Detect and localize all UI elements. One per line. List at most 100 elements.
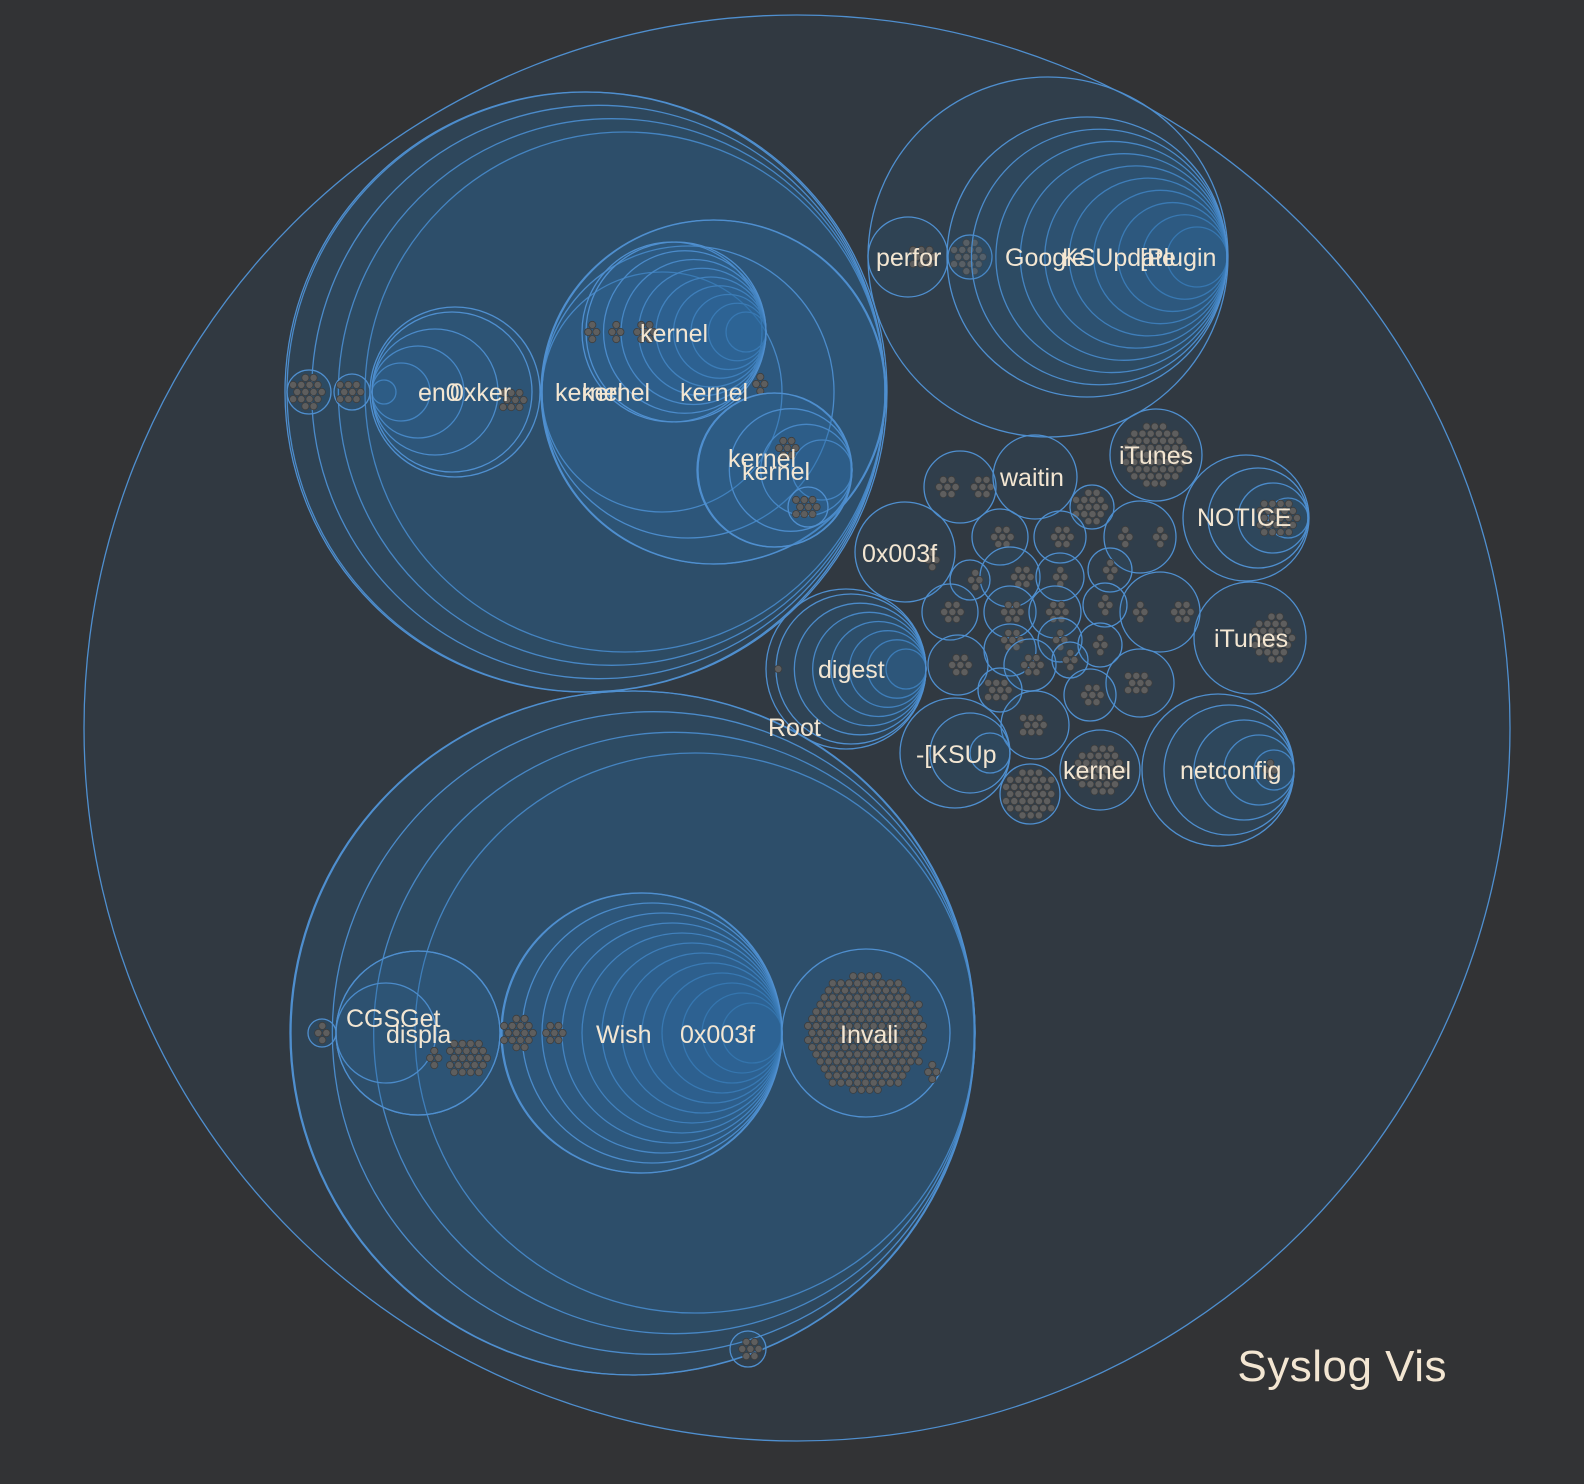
leaf-node[interactable]	[512, 1014, 521, 1023]
leaf-node[interactable]	[947, 490, 956, 499]
leaf-node[interactable]	[902, 1050, 911, 1059]
leaf-node[interactable]	[348, 387, 357, 396]
leaf-node[interactable]	[924, 556, 933, 565]
leaf-node[interactable]	[1018, 782, 1027, 791]
leaf-node[interactable]	[336, 380, 345, 389]
leaf-node[interactable]	[918, 1036, 927, 1045]
leaf-node[interactable]	[865, 1071, 874, 1080]
leaf-node[interactable]	[1066, 533, 1075, 542]
leaf-node[interactable]	[1000, 636, 1009, 645]
leaf-node[interactable]	[869, 979, 878, 988]
leaf-node[interactable]	[857, 1029, 866, 1038]
group-notice[interactable]	[1182, 454, 1310, 582]
leaf-node[interactable]	[886, 1007, 895, 1016]
leaf-node[interactable]	[1121, 525, 1130, 534]
leaf-node[interactable]	[1096, 691, 1105, 700]
leaf-node[interactable]	[894, 1007, 903, 1016]
leaf-node[interactable]	[1086, 766, 1095, 775]
leaf-node[interactable]	[1124, 671, 1133, 680]
leaf-node[interactable]	[962, 252, 971, 261]
leaf-node[interactable]	[944, 615, 953, 624]
leaf-node[interactable]	[808, 1043, 817, 1052]
leaf-node[interactable]	[1174, 600, 1183, 609]
leaf-node[interactable]	[1146, 443, 1155, 452]
leaf-node[interactable]	[1032, 668, 1041, 677]
leaf-node[interactable]	[841, 1000, 850, 1009]
cluster-bottom-nested[interactable]	[290, 690, 976, 1376]
leaf-node[interactable]	[909, 260, 918, 269]
leaf-node[interactable]	[1267, 641, 1276, 650]
leaf-node[interactable]	[890, 1043, 899, 1052]
leaf-node[interactable]	[824, 986, 833, 995]
leaf-node[interactable]	[500, 1036, 509, 1045]
leaf-node[interactable]	[841, 1029, 850, 1038]
leaf-node[interactable]	[1014, 565, 1023, 574]
leaf-node[interactable]	[873, 1000, 882, 1009]
leaf-node[interactable]	[1138, 429, 1147, 438]
leaf-node[interactable]	[1154, 472, 1163, 481]
leaf-node[interactable]	[812, 502, 821, 511]
leaf-node[interactable]	[450, 1054, 459, 1063]
leaf-node[interactable]	[1028, 661, 1037, 670]
leaf-node[interactable]	[820, 993, 829, 1002]
leaf-node[interactable]	[1284, 514, 1293, 523]
leaf-node[interactable]	[906, 1000, 915, 1009]
leaf-node[interactable]	[816, 1043, 825, 1052]
leaf-node[interactable]	[1016, 608, 1025, 617]
leaf-node[interactable]	[1061, 608, 1070, 617]
leaf-node[interactable]	[1008, 608, 1017, 617]
leaf-node[interactable]	[1054, 540, 1063, 549]
leaf-node[interactable]	[466, 1054, 475, 1063]
leaf-node[interactable]	[1030, 775, 1039, 784]
leaf-node[interactable]	[592, 327, 601, 336]
leaf-node[interactable]	[832, 1029, 841, 1038]
leaf-node[interactable]	[924, 1068, 933, 1077]
leaf-node[interactable]	[1006, 790, 1015, 799]
leaf-node[interactable]	[1019, 713, 1028, 722]
leaf-node[interactable]	[1034, 797, 1043, 806]
leaf-node[interactable]	[808, 510, 817, 519]
leaf-node[interactable]	[861, 1007, 870, 1016]
leaf-node[interactable]	[1178, 608, 1187, 617]
leaf-node[interactable]	[1030, 790, 1039, 799]
leaf-node[interactable]	[458, 1039, 467, 1048]
leaf-node[interactable]	[641, 327, 650, 336]
leaf-node[interactable]	[305, 380, 314, 389]
leaf-node[interactable]	[1134, 450, 1143, 459]
leaf-node[interactable]	[849, 1043, 858, 1052]
leaf-node[interactable]	[289, 395, 298, 404]
leaf-node[interactable]	[1006, 775, 1015, 784]
group-itunes-mid[interactable]	[1193, 581, 1307, 695]
leaf-node[interactable]	[918, 1021, 927, 1030]
leaf-node[interactable]	[520, 1014, 529, 1023]
leaf-node[interactable]	[812, 1007, 821, 1016]
leaf-node[interactable]	[890, 1057, 899, 1066]
leaf-node[interactable]	[877, 993, 886, 1002]
leaf-node[interactable]	[1284, 499, 1293, 508]
leaf-node[interactable]	[760, 379, 769, 388]
leaf-node[interactable]	[853, 993, 862, 1002]
leaf-node[interactable]	[430, 1061, 439, 1070]
leaf-node[interactable]	[637, 320, 646, 329]
leaf-node[interactable]	[1090, 744, 1099, 753]
leaf-node[interactable]	[869, 1007, 878, 1016]
leaf-node[interactable]	[546, 1036, 555, 1045]
leaf-node[interactable]	[1275, 626, 1284, 635]
leaf-node[interactable]	[470, 1046, 479, 1055]
leaf-node[interactable]	[820, 1064, 829, 1073]
leaf-node[interactable]	[906, 1057, 915, 1066]
leaf-node[interactable]	[1000, 608, 1009, 617]
leaf-node[interactable]	[558, 1029, 567, 1038]
leaf-node[interactable]	[1078, 766, 1087, 775]
leaf-node[interactable]	[1122, 458, 1131, 467]
leaf-node[interactable]	[928, 563, 937, 572]
leaf-group[interactable]	[1119, 571, 1201, 653]
leaf-node[interactable]	[873, 1014, 882, 1023]
leaf-node[interactable]	[820, 1007, 829, 1016]
leaf-node[interactable]	[1090, 758, 1099, 767]
leaf-node[interactable]	[890, 1071, 899, 1080]
leaf-node[interactable]	[1002, 797, 1011, 806]
leaf-node[interactable]	[906, 1043, 915, 1052]
leaf-node[interactable]	[1047, 775, 1056, 784]
leaf-node[interactable]	[499, 388, 508, 397]
